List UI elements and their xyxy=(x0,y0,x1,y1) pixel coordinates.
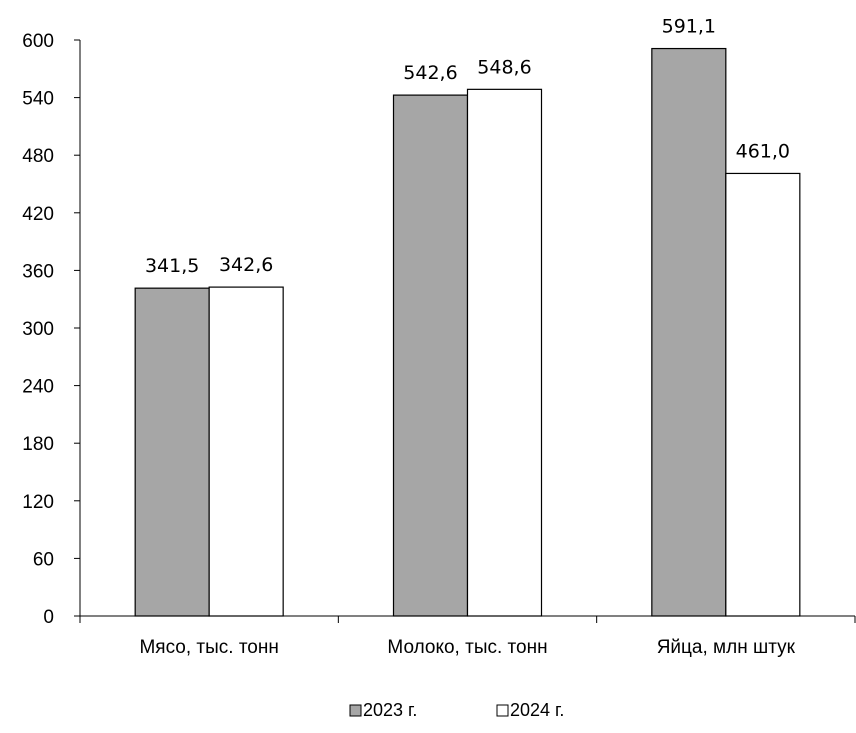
legend-label: 2024 г. xyxy=(510,700,564,720)
y-tick-label: 120 xyxy=(22,492,54,513)
legend-swatch xyxy=(496,704,509,717)
data-label: 542,6 xyxy=(403,62,457,84)
data-label: 548,6 xyxy=(477,56,531,78)
y-tick-label: 180 xyxy=(22,434,54,455)
x-tick-label: Молоко, тыс. тонн xyxy=(387,637,547,658)
x-tick-label: Яйца, млн штук xyxy=(657,637,796,658)
legend-swatch xyxy=(349,704,362,717)
y-tick-label: 60 xyxy=(33,549,54,570)
y-tick-label: 300 xyxy=(22,319,54,340)
data-label: 591,1 xyxy=(662,16,716,38)
y-tick-label: 420 xyxy=(22,204,54,225)
legend-label: 2023 г. xyxy=(363,700,417,720)
bars xyxy=(134,47,801,617)
data-label: 341,5 xyxy=(145,255,199,277)
axes: 0 60 120 180 240 300 360 420 480 540 600 xyxy=(22,31,856,628)
legend: 2023 г. 2024 г. xyxy=(349,700,564,720)
data-label: 342,6 xyxy=(219,254,273,276)
bar xyxy=(392,94,469,617)
y-tick-label: 600 xyxy=(22,31,54,52)
y-tick-label: 480 xyxy=(22,146,54,167)
data-label: 461,0 xyxy=(736,140,790,162)
y-tick-label: 540 xyxy=(22,89,54,110)
x-tick-label: Мясо, тыс. тонн xyxy=(139,637,278,658)
labels: 341,5 342,6 Мясо, тыс. тонн 542,6 548,6 Молок… xyxy=(139,16,795,658)
bar xyxy=(725,172,801,617)
bar xyxy=(651,47,727,617)
y-tick-label: 240 xyxy=(22,377,54,398)
bar xyxy=(208,286,284,617)
bar xyxy=(466,88,543,617)
bar xyxy=(134,287,210,617)
y-tick-label: 0 xyxy=(43,607,54,628)
y-tick-label: 360 xyxy=(22,261,54,282)
